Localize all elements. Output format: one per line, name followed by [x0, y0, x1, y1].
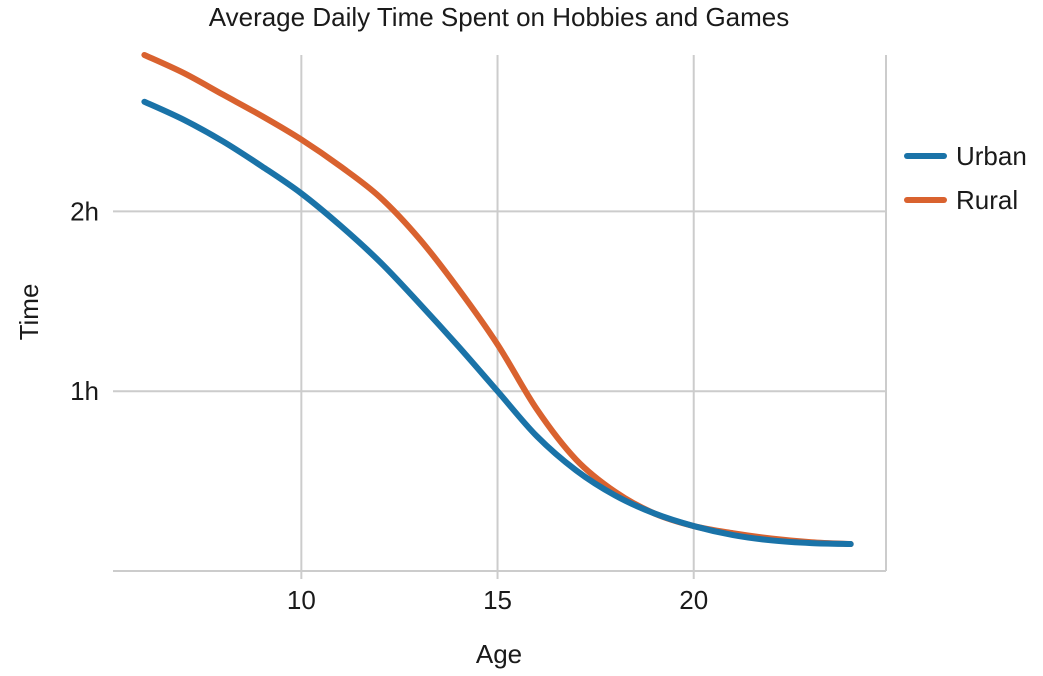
x-tick-label-10: 10: [287, 585, 316, 615]
axes: [113, 55, 887, 579]
y-tick-label-1h: 1h: [70, 376, 99, 406]
legend-label-urban: Urban: [956, 141, 1027, 171]
tick-labels: 10 15 20 1h 2h: [70, 196, 708, 615]
series-line-urban: [141, 98, 854, 548]
legend-label-rural: Rural: [956, 185, 1018, 215]
x-axis-label: Age: [476, 639, 522, 669]
grid: [113, 55, 886, 571]
y-axis-label: Time: [14, 284, 44, 341]
y-tick-label-2h: 2h: [70, 196, 99, 226]
x-tick-label-15: 15: [483, 585, 512, 615]
legend: Urban Rural: [904, 141, 1027, 215]
x-tick-label-20: 20: [679, 585, 708, 615]
chart-title: Average Daily Time Spent on Hobbies and …: [209, 2, 790, 32]
series-lines: [141, 52, 854, 548]
